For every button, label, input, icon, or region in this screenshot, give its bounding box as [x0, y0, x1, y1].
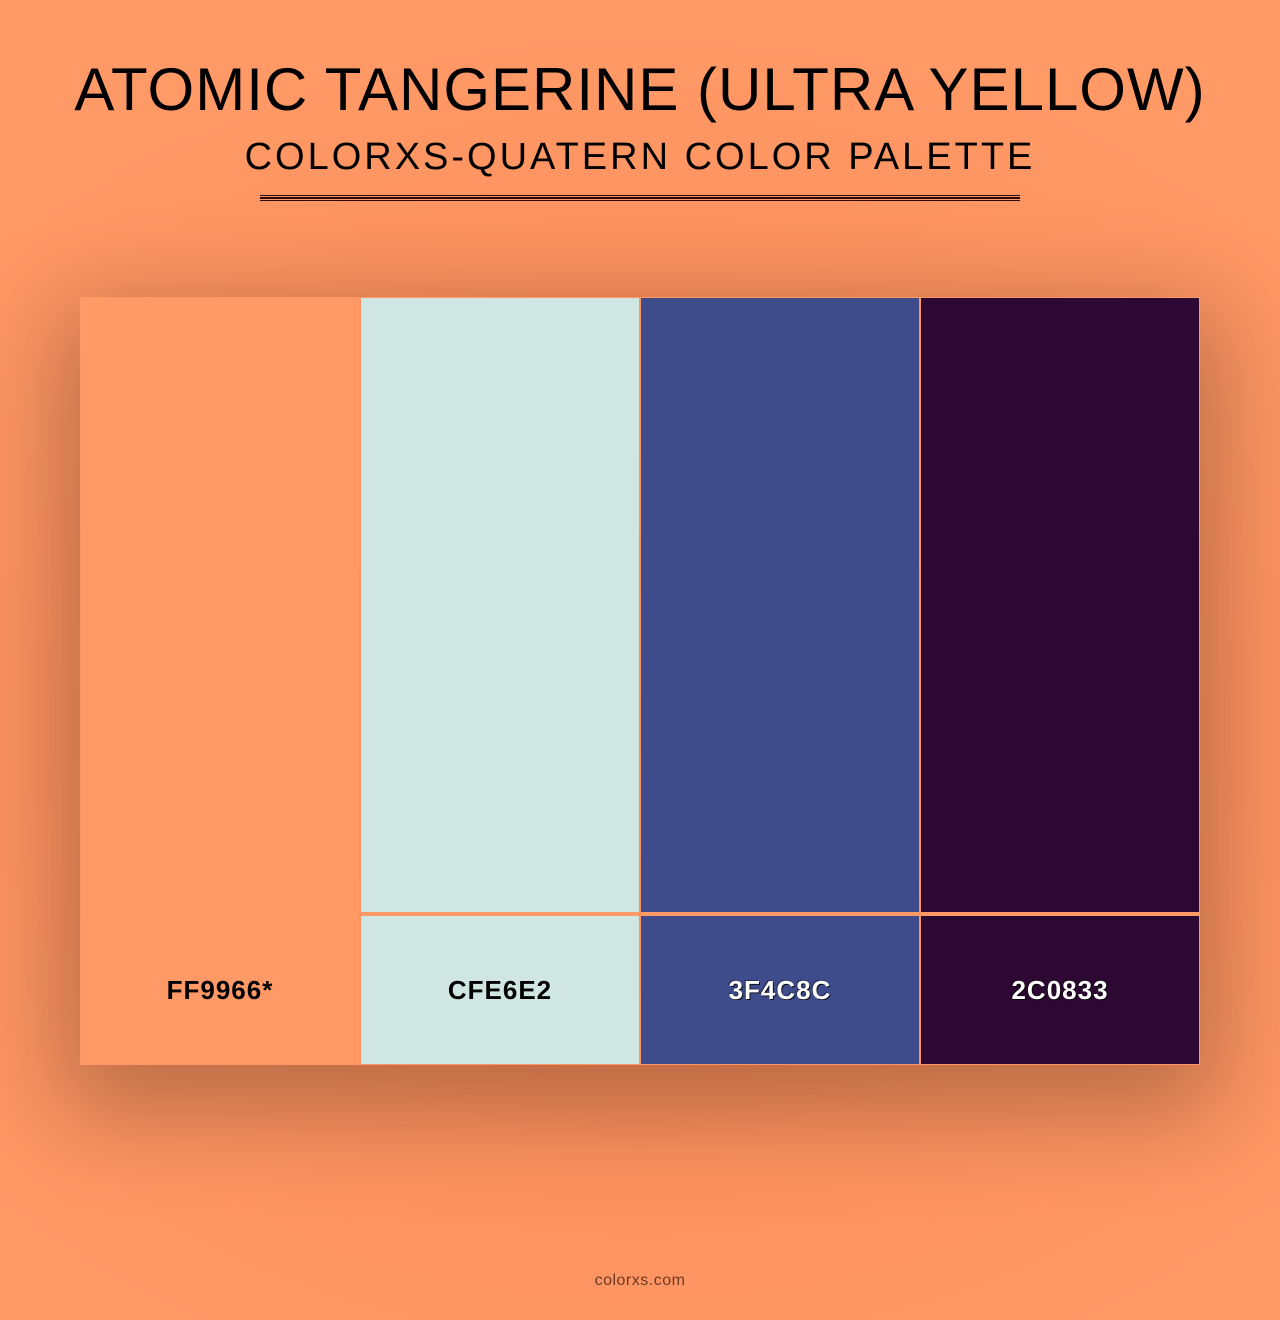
swatch-column: 2C0833 — [920, 297, 1200, 1065]
swatch-label: FF9966* — [81, 916, 359, 1064]
swatch-label: 2C0833 — [921, 916, 1199, 1064]
swatch-label: 3F4C8C — [641, 916, 919, 1064]
header-divider — [260, 195, 1020, 201]
page-subtitle: COLORXS-QUATERN COLOR PALETTE — [0, 136, 1280, 179]
footer-credit: colorxs.com — [0, 1272, 1280, 1290]
swatch-hex-text: 2C0833 — [1011, 975, 1108, 1006]
swatch-column: 3F4C8C — [640, 297, 920, 1065]
swatch-column: FF9966* — [80, 297, 360, 1065]
swatch-main — [641, 298, 919, 916]
swatch-hex-text: CFE6E2 — [448, 975, 552, 1006]
swatch-main — [921, 298, 1199, 916]
swatch-main — [361, 298, 639, 916]
header: ATOMIC TANGERINE (ULTRA YELLOW) COLORXS-… — [0, 0, 1280, 201]
page-title: ATOMIC TANGERINE (ULTRA YELLOW) — [0, 55, 1280, 124]
swatch-label: CFE6E2 — [361, 916, 639, 1064]
swatch-main — [81, 298, 359, 916]
swatch-hex-text: FF9966* — [167, 975, 274, 1006]
color-palette: FF9966* CFE6E2 3F4C8C 2C0833 — [80, 297, 1200, 1065]
swatch-column: CFE6E2 — [360, 297, 640, 1065]
swatch-hex-text: 3F4C8C — [729, 975, 832, 1006]
